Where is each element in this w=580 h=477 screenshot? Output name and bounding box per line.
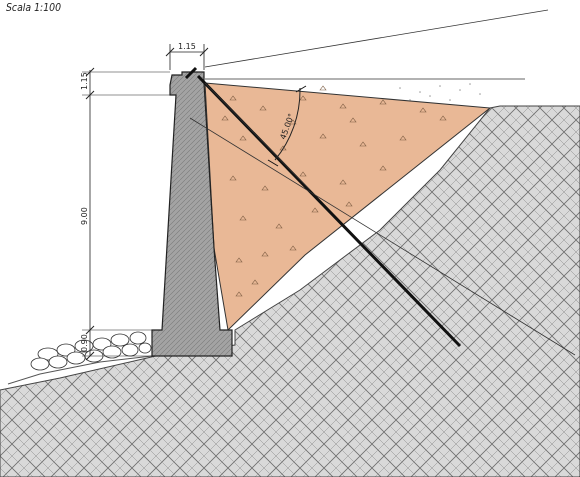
slip-line-thick [196,74,462,348]
top-width-label: 1.15 [178,42,196,51]
retaining-wall [151,71,233,357]
vertical-dimension-chain: 1.15 9.00 0.90 [80,67,170,361]
upper-reference-line [204,9,549,68]
slip-line-thin [189,117,576,356]
top-width-dimension: 1.15 [165,42,209,70]
angle-arc [274,87,301,161]
angle-tick-top [295,85,307,93]
gravel-texture [399,83,481,101]
active-wedge-line [204,82,311,191]
top-height-label: 1.15 [80,72,89,90]
soil-speckles [221,85,447,297]
wall-top-pipe-icon [184,66,198,80]
riprap-stones [30,331,152,371]
ground-surface-left [7,355,153,385]
base-height-label: 0.90 [80,334,89,352]
angle-tick-bottom [267,159,279,167]
stem-height-label: 9.00 [80,207,89,225]
scale-label: Scala 1:100 [6,1,62,14]
